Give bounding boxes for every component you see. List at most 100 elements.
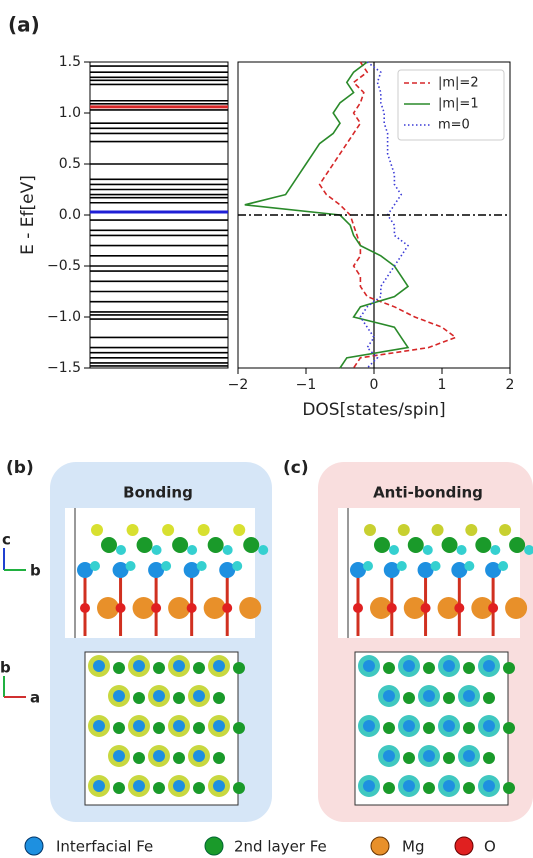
lobe	[127, 524, 139, 536]
atom-fe1	[383, 750, 395, 762]
atom-fe2	[443, 752, 455, 764]
y-tick-label: −1.0	[47, 309, 81, 325]
lobe	[457, 545, 467, 555]
panel-title: Bonding	[123, 484, 193, 502]
atom-fe1	[423, 750, 435, 762]
axis-letter: b	[30, 562, 41, 580]
atom-fe1	[443, 780, 455, 792]
atom-fe1	[383, 690, 395, 702]
atom-fe1	[193, 690, 205, 702]
atom-fe2	[137, 537, 153, 553]
atom-o	[222, 603, 232, 613]
atom-fe1	[153, 690, 165, 702]
legend-atom	[455, 837, 473, 855]
atom-fe2	[113, 782, 125, 794]
atom-mg	[505, 597, 527, 619]
atom-fe2	[423, 782, 435, 794]
atom-fe2	[233, 662, 245, 674]
legend-label: |m|=1	[438, 97, 479, 112]
lobe	[363, 561, 373, 571]
lobe	[162, 524, 174, 536]
atom-fe1	[443, 660, 455, 672]
lobe	[258, 545, 268, 555]
atom-o	[454, 603, 464, 613]
atom-fe1	[113, 690, 125, 702]
y-tick-label: 1.5	[59, 54, 81, 70]
atom-o	[488, 603, 498, 613]
y-axis-label: E - Ef[eV]	[18, 175, 38, 255]
legend-label: |m|=2	[438, 76, 479, 91]
atom-legend: Interfacial Fe 2nd layer Fe Mg O	[25, 837, 496, 856]
atom-fe2	[243, 537, 259, 553]
atom-fe1	[403, 720, 415, 732]
axis-letter: b	[0, 659, 11, 677]
lobe	[90, 561, 100, 571]
atom-fe2	[503, 782, 515, 794]
lobe	[499, 524, 511, 536]
atom-fe2	[475, 537, 491, 553]
lobe	[187, 545, 197, 555]
atom-fe2	[101, 537, 117, 553]
atom-fe1	[463, 750, 475, 762]
atom-fe1	[173, 660, 185, 672]
lobe	[364, 524, 376, 536]
atom-fe2	[133, 692, 145, 704]
lobe	[423, 545, 433, 555]
panel-title: Anti-bonding	[373, 484, 483, 502]
atom-fe1	[363, 780, 375, 792]
atom-mg	[239, 597, 261, 619]
atom-fe1	[213, 720, 225, 732]
atom-fe1	[403, 660, 415, 672]
atom-fe1	[483, 780, 495, 792]
atom-fe2	[153, 722, 165, 734]
panel-label: (b)	[6, 458, 34, 478]
atom-fe1	[443, 720, 455, 732]
y-tick-label: −1.5	[47, 360, 81, 376]
atom-fe2	[408, 537, 424, 553]
atom-fe2	[463, 782, 475, 794]
atom-fe2	[423, 662, 435, 674]
atom-fe2	[463, 722, 475, 734]
atom-fe2	[113, 662, 125, 674]
atom-fe1	[93, 660, 105, 672]
x-tick-label: 0	[370, 377, 379, 393]
atom-fe1	[463, 690, 475, 702]
atom-o	[80, 603, 90, 613]
axis-letter: a	[30, 689, 40, 707]
atom-fe1	[133, 780, 145, 792]
atom-fe1	[423, 690, 435, 702]
atom-fe2	[213, 752, 225, 764]
x-tick-label: 2	[506, 377, 515, 393]
atom-fe1	[133, 720, 145, 732]
figure: (a) E - Ef[eV] DOS[states/spin] (b) (c) …	[0, 0, 533, 858]
atom-fe2	[509, 537, 525, 553]
atom-fe2	[403, 752, 415, 764]
legend-atom	[371, 837, 389, 855]
legend-atom	[205, 837, 223, 855]
atom-fe2	[173, 752, 185, 764]
lobe	[431, 561, 441, 571]
atom-fe2	[113, 722, 125, 734]
atom-fe2	[233, 722, 245, 734]
atom-fe2	[374, 537, 390, 553]
axis-letter: c	[2, 531, 11, 549]
atom-fe1	[213, 660, 225, 672]
structures	[65, 508, 533, 805]
y-tick-label: 0.5	[59, 156, 81, 172]
atom-fe1	[483, 660, 495, 672]
atom-fe2	[213, 692, 225, 704]
lobe	[398, 524, 410, 536]
atom-fe2	[483, 692, 495, 704]
atom-fe2	[193, 782, 205, 794]
lobe	[116, 545, 126, 555]
lobe	[233, 524, 245, 536]
x-axis-label: DOS[states/spin]	[302, 400, 445, 420]
atom-o	[151, 603, 161, 613]
atom-fe1	[363, 660, 375, 672]
atom-fe1	[93, 780, 105, 792]
atom-fe1	[173, 780, 185, 792]
lobe	[465, 524, 477, 536]
atom-fe2	[383, 722, 395, 734]
atom-fe1	[113, 750, 125, 762]
atom-fe2	[383, 782, 395, 794]
